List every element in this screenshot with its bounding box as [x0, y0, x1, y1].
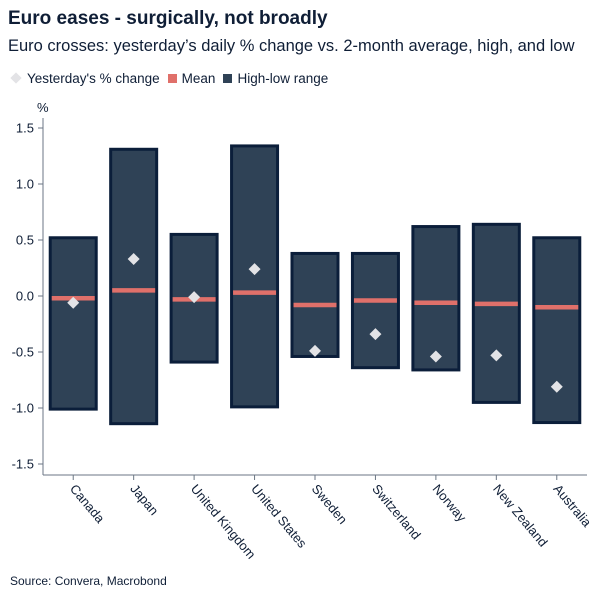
change-marker-united-states: [248, 263, 261, 276]
x-tick-label: Japan: [127, 481, 161, 518]
chart-title: Euro eases - surgically, not broadly: [8, 8, 328, 29]
legend-range-swatch: [223, 73, 233, 83]
change-marker-australia: [550, 380, 563, 393]
x-tick-label: Norway: [430, 481, 470, 525]
y-tick-label: 0.5: [16, 233, 34, 248]
legend-item-change: Yesterday's % change: [10, 71, 160, 86]
legend-item-mean: Mean: [167, 70, 216, 86]
range-bar-switzerland: [350, 251, 400, 370]
y-tick-label: 1.0: [16, 177, 34, 192]
x-tick-label: Canada: [67, 481, 108, 526]
y-tick-label: -1.0: [12, 401, 34, 416]
range-bar-australia: [532, 236, 582, 425]
legend-label-mean: Mean: [181, 70, 216, 86]
x-tick-label: Sweden: [309, 481, 351, 527]
chart-legend: Yesterday's % change Mean High-low range: [10, 68, 336, 88]
chart-subtitle: Euro crosses: yesterday’s daily % change…: [8, 37, 575, 55]
change-marker-norway: [429, 350, 442, 363]
chart-source: Source: Convera, Macrobond: [10, 574, 167, 588]
range-bar-canada: [48, 236, 98, 411]
legend-mean-swatch: [167, 73, 177, 83]
y-tick-label: -1.5: [12, 457, 34, 472]
y-tick-label: 1.5: [16, 121, 34, 136]
change-marker-united-kingdom: [188, 291, 201, 304]
change-marker-japan: [127, 253, 140, 266]
y-unit-label: %: [37, 100, 49, 115]
y-tick-label: 0.0: [16, 289, 34, 304]
change-marker-switzerland: [369, 328, 382, 341]
legend-item-range: High-low range: [223, 71, 328, 86]
legend-label-change: Yesterday's % change: [27, 70, 160, 86]
change-marker-canada: [67, 296, 80, 309]
x-tick-label: New Zealand: [490, 481, 551, 549]
range-bar-united-states: [230, 144, 280, 409]
y-tick-label: -0.5: [12, 345, 34, 360]
legend-label-range: High-low range: [237, 70, 329, 86]
change-marker-new-zealand: [490, 349, 503, 362]
x-tick-label: Australia: [550, 481, 594, 530]
change-marker-sweden: [309, 344, 321, 357]
range-bar-new-zealand: [471, 222, 521, 404]
x-tick-label: United Kingdom: [188, 481, 259, 562]
range-bar-japan: [109, 147, 159, 426]
x-tick-label: Switzerland: [369, 481, 424, 542]
x-tick-label: United States: [248, 481, 310, 551]
range-bar-norway: [411, 225, 461, 372]
